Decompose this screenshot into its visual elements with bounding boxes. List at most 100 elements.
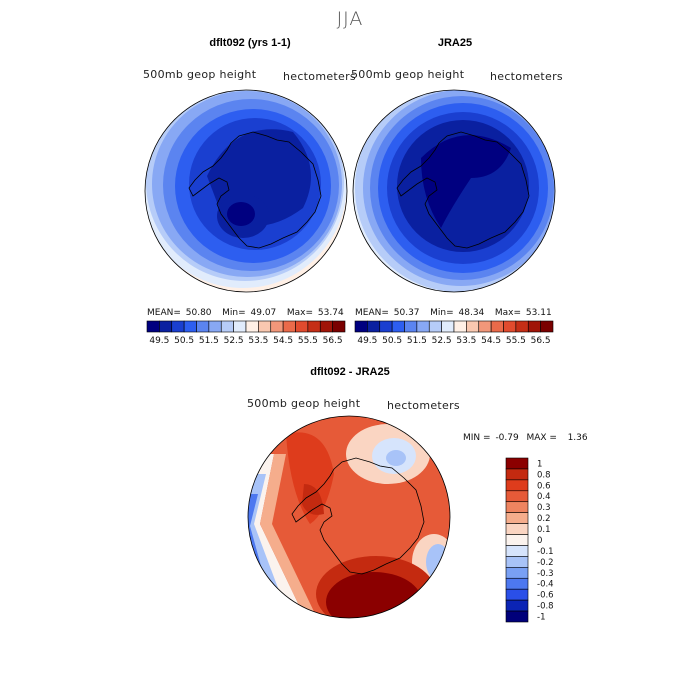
- panel3-colorbar-tick-label: 1: [537, 459, 542, 469]
- panel1-min-label: Min=: [222, 308, 246, 318]
- main-title: JJA: [336, 8, 364, 30]
- panel1-colorbar-tick-label: 54.5: [273, 336, 293, 346]
- panel3-min-value: -0.79: [495, 433, 519, 443]
- panel3-polar-map: [247, 415, 451, 619]
- panel3-colorbar-tick-label: -0.8: [537, 602, 554, 612]
- panel3-map-boundary: [247, 415, 451, 619]
- panel2-stats: MEAN= 50.37 Min= 48.34 Max= 53.11: [355, 308, 554, 318]
- panel2-mean-value: 50.37: [393, 308, 420, 318]
- panel1-colorbar-tick-label: 53.5: [248, 336, 268, 346]
- panel3-colorbar-tick-label: 0.2: [537, 514, 551, 524]
- panel2-mean-label: MEAN=: [355, 308, 389, 318]
- panel2-colorbar-tick-label: 52.5: [432, 336, 452, 346]
- panel3-colorbar-swatch-6: [505, 523, 529, 535]
- panel1-colorbar-swatch-0: [146, 320, 160, 333]
- panel1-colorbar-swatch-1: [159, 320, 173, 333]
- panel1-colorbar-swatch-8: [245, 320, 259, 333]
- panel1-colorbar-swatch-10: [270, 320, 284, 333]
- panel1-colorbar-swatch-4: [196, 320, 210, 333]
- panel2-colorbar-swatch-10: [478, 320, 492, 333]
- panel2-colorbar-tick-label: 53.5: [456, 336, 476, 346]
- panel3-colorbar-tick-label: -0.4: [537, 580, 554, 590]
- panel2-colorbar-swatch-3: [391, 320, 405, 333]
- panel2-colorbar-swatch-12: [503, 320, 517, 333]
- panel2-colorbar-tick-label: 56.5: [531, 336, 551, 346]
- panel3-colorbar-swatch-2: [505, 479, 529, 492]
- panel2-min-value: 48.34: [458, 308, 485, 318]
- panel3-title: dflt092 - JRA25: [310, 366, 390, 378]
- panel2-colorbar-swatch-8: [453, 320, 467, 333]
- panel2-colorbar: 49.5 50.5 51.5 52.5 53.5 54.5 55.5 56.5: [354, 320, 554, 346]
- panel1-mean-value: 50.80: [185, 308, 212, 318]
- panel2-unit-label: hectometers: [490, 70, 563, 83]
- panel3-colorbar-tick-label: 0: [537, 536, 542, 546]
- panel3-colorbar-tick-label: 0.8: [537, 470, 551, 480]
- panel3-colorbar-swatch-8: [505, 545, 529, 557]
- panel1-max-value: 53.74: [317, 308, 344, 318]
- panel3-colorbar-swatch-14: [505, 610, 529, 623]
- panel3-field-level-neg0.2-east: [426, 544, 450, 580]
- panel2-variable-label: 500mb geop height: [351, 68, 465, 81]
- panel2-max-value: 53.11: [525, 308, 552, 318]
- panel2-colorbar-swatch-4: [404, 320, 418, 333]
- panel3-colorbar-tick-label: -0.6: [537, 591, 554, 601]
- panel1-max-label: Max=: [286, 308, 314, 318]
- panel2-colorbar-swatch-2: [379, 320, 393, 333]
- panel3-field-level-0.2: [260, 454, 318, 618]
- panel3-min-label: MIN =: [463, 433, 491, 443]
- panel1-colorbar-tick-label: 55.5: [298, 336, 318, 346]
- panel2-colorbar-tick-label: 55.5: [506, 336, 526, 346]
- panel2-colorbar-swatch-14: [527, 320, 541, 333]
- panel3-antarctica-coastline: [291, 457, 425, 575]
- panel2-colorbar-swatch-5: [416, 320, 430, 333]
- panel3-colorbar-swatch-1: [505, 468, 529, 481]
- panel2-title: JRA25: [437, 37, 473, 49]
- panel1-colorbar-tick-label: 51.5: [199, 336, 219, 346]
- panel1-colorbar-tick-label: 52.5: [224, 336, 244, 346]
- panel1-antarctica-coastline: [188, 131, 322, 249]
- panel2-map-boundary: [352, 89, 556, 293]
- panel2-colorbar-swatch-1: [367, 320, 381, 333]
- panel3-colorbar-swatch-12: [505, 588, 529, 601]
- panel1-colorbar-swatch-14: [319, 320, 333, 333]
- panel2-colorbar-swatch-7: [441, 320, 455, 333]
- panel2-min-label: Min=: [430, 308, 454, 318]
- panel3-colorbar-swatch-5: [505, 512, 529, 524]
- panel1-colorbar-swatch-11: [282, 320, 296, 333]
- panel3-max-label: MAX =: [526, 433, 557, 443]
- panel2-colorbar-swatch-11: [490, 320, 504, 333]
- panel3-colorbar-tick-label: 0.4: [537, 492, 551, 502]
- panel1-colorbar-swatch-13: [307, 320, 321, 333]
- panel1-colorbar-swatch-6: [220, 320, 234, 333]
- panel1-title: dflt092 (yrs 1-1): [209, 37, 291, 49]
- panel3-unit-label: hectometers: [387, 399, 460, 412]
- panel1-colorbar-tick-label: 50.5: [174, 336, 194, 346]
- panel3-colorbar-swatch-13: [505, 599, 529, 612]
- panel2-colorbar-swatch-9: [466, 320, 480, 333]
- panel1-polar-map: [144, 89, 348, 293]
- panel2-max-label: Max=: [494, 308, 522, 318]
- panel2-colorbar-swatch-0: [354, 320, 368, 333]
- panel1-min-value: 49.07: [250, 308, 277, 318]
- panel1-stats: MEAN= 50.80 Min= 49.07 Max= 53.74: [147, 308, 346, 318]
- panel3-colorbar-swatch-0: [505, 457, 529, 470]
- panel3-colorbar-tick-label: 0.1: [537, 525, 551, 535]
- panel3-colorbar-tick-label: 0.3: [537, 503, 551, 513]
- panel1-colorbar-tick-label: 49.5: [149, 336, 169, 346]
- panel1-colorbar-swatch-9: [258, 320, 272, 333]
- panel2-colorbar-tick-label: 49.5: [357, 336, 377, 346]
- panel2-colorbar-tick-label: 51.5: [407, 336, 427, 346]
- panel1-variable-label: 500mb geop height: [143, 68, 257, 81]
- panel3-colorbar-tick-label: -1: [537, 612, 545, 622]
- panel1-colorbar-swatch-12: [295, 320, 309, 333]
- panel3-colorbar-swatch-3: [505, 490, 529, 503]
- panel3-colorbar-swatch-7: [505, 534, 529, 546]
- panel1-colorbar-swatch-7: [233, 320, 247, 333]
- panel3-colorbar-swatch-11: [505, 577, 529, 590]
- panel3-max-value: 1.36: [567, 433, 588, 443]
- panel3-colorbar-tick-label: -0.1: [537, 547, 554, 557]
- panel3-stats: MIN = -0.79 MAX = 1.36: [463, 433, 590, 443]
- panel1-field-minimum: [227, 202, 255, 226]
- panel2-antarctica-coastline: [396, 131, 530, 249]
- panel1-colorbar-swatch-5: [208, 320, 222, 333]
